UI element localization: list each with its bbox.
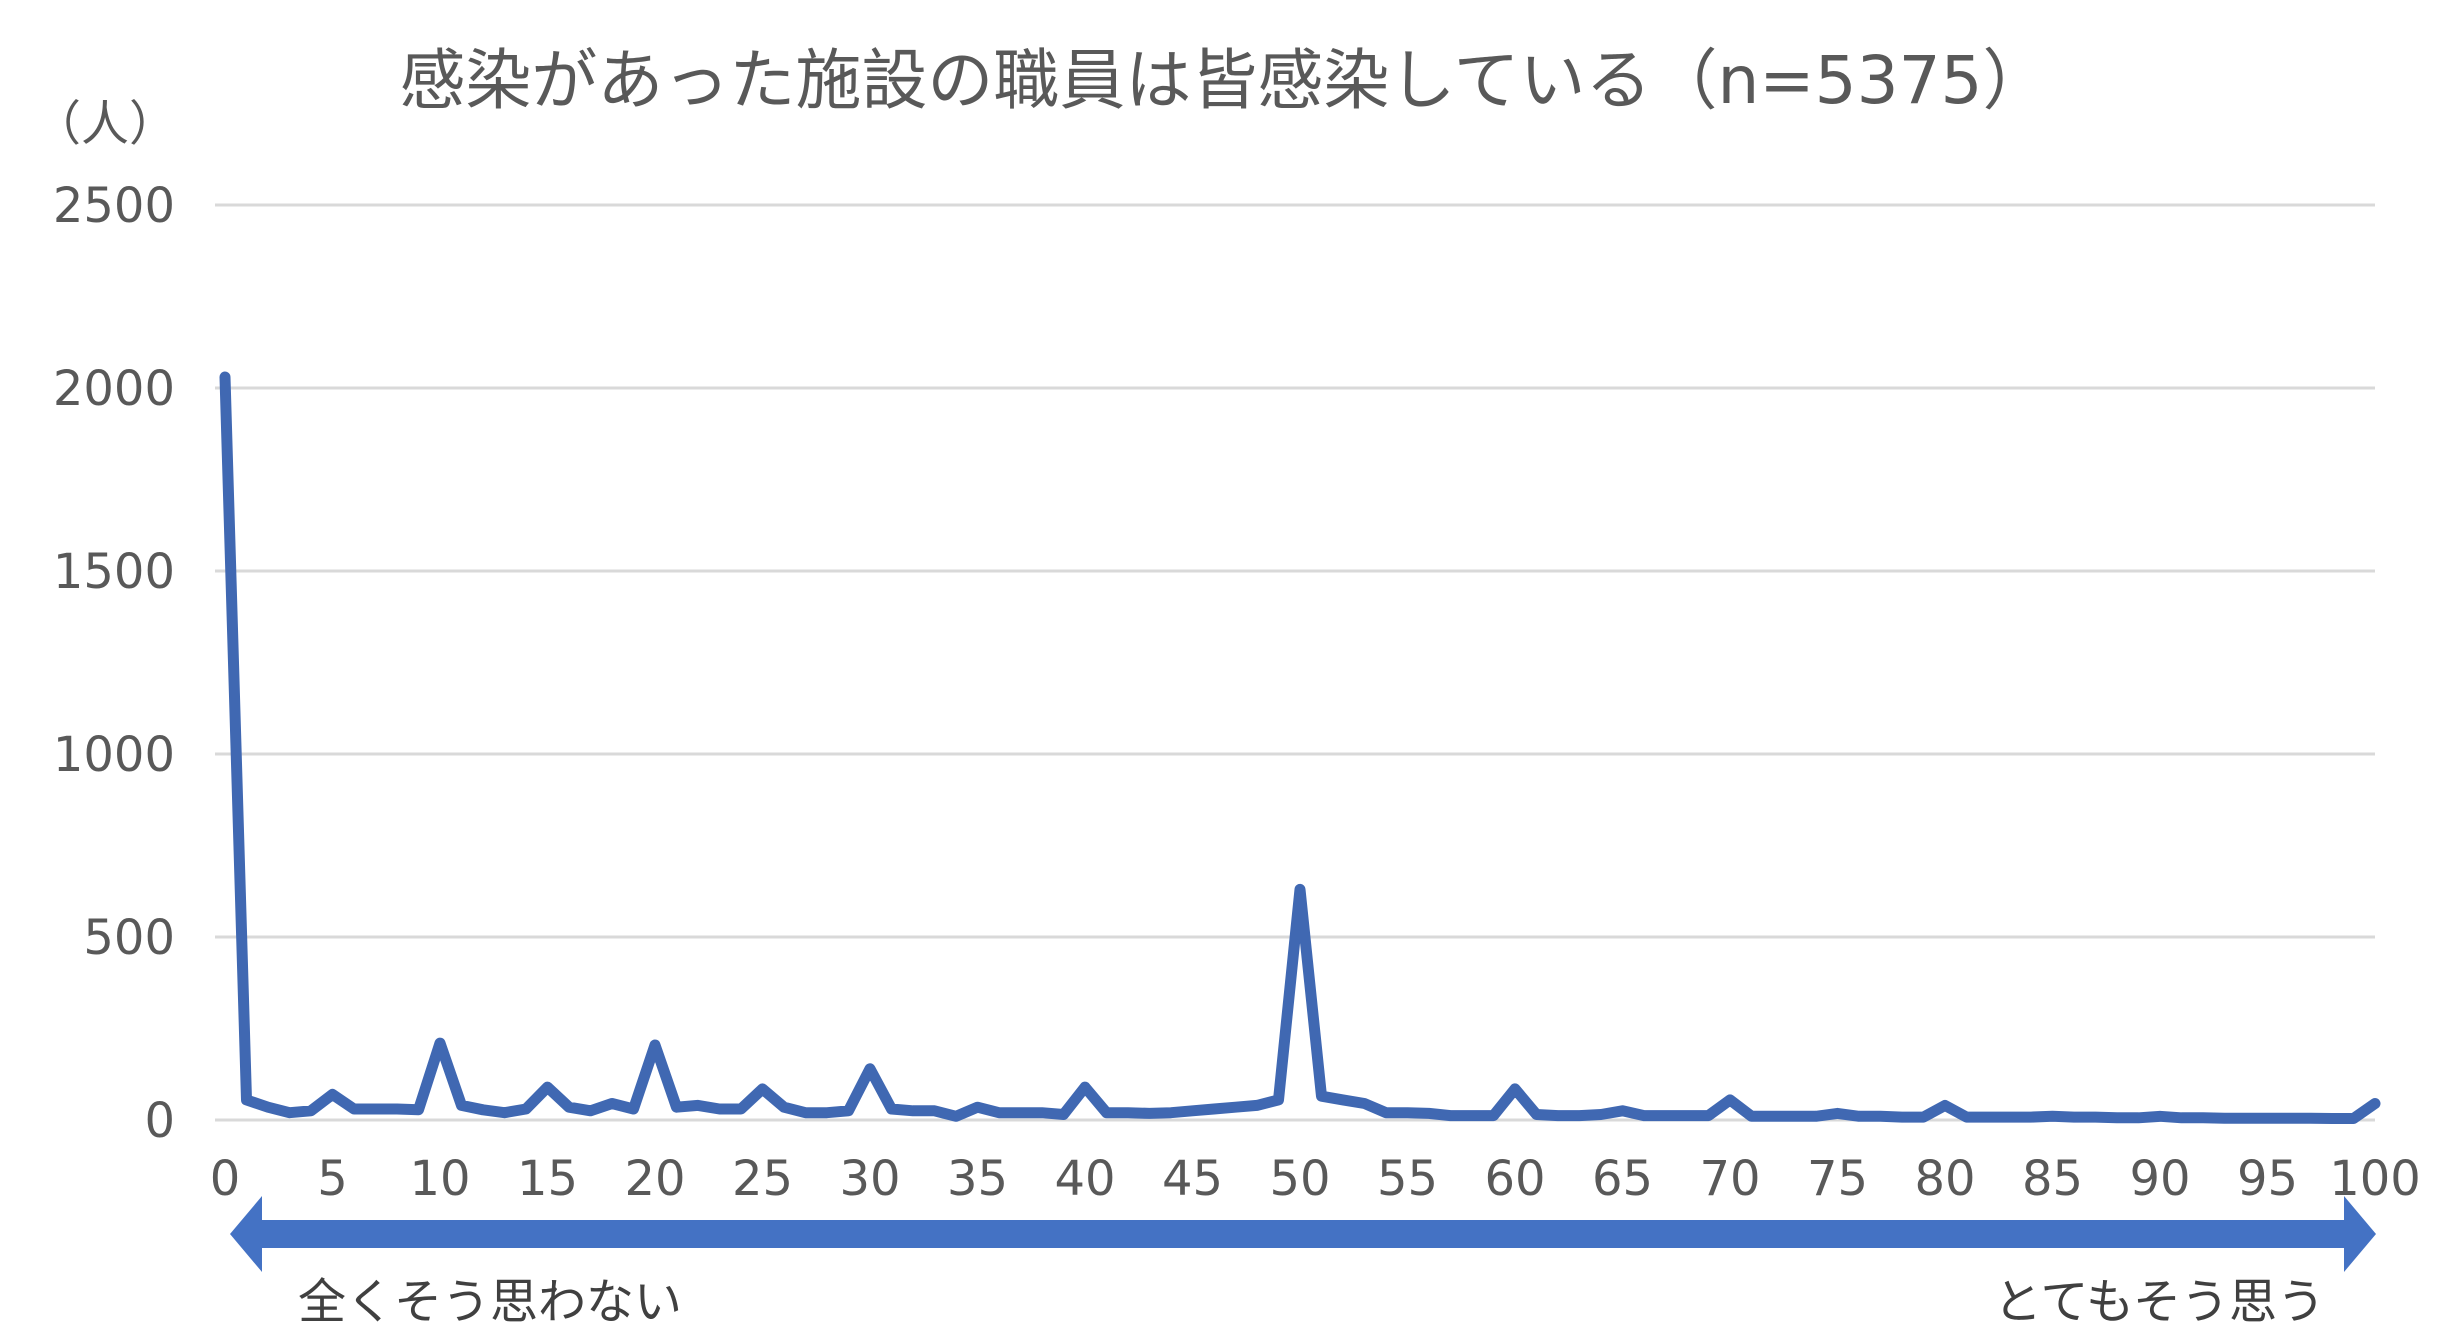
y-tick-label: 1500 (53, 544, 175, 600)
scale-arrow (230, 1196, 2376, 1272)
x-tick-label: 35 (947, 1151, 1008, 1207)
scale-arrow-shaft-right (1370, 1220, 2344, 1248)
x-tick-label: 90 (2129, 1151, 2190, 1207)
series-lines (219, 371, 2381, 1124)
chart-title: 感染があった施設の職員は皆感染している（n=5375） (399, 42, 2048, 119)
x-tick-label: 20 (624, 1151, 685, 1207)
y-tick-label: 0 (144, 1093, 175, 1149)
scale-arrow-shaft (262, 1220, 1370, 1248)
y-tick-label: 1000 (53, 727, 175, 783)
x-tick-label: 55 (1377, 1151, 1438, 1207)
x-tick-label: 75 (1807, 1151, 1868, 1207)
x-tick-label: 40 (1054, 1151, 1115, 1207)
x-axis-tick-labels: 0 5 10 15 20 25 30 35 40 45 50 55 60 65 70 75 80 85 90 95 10… (210, 1151, 2421, 1207)
y-tick-label: 2000 (53, 361, 175, 417)
scale-left-label: 全くそう思わない (298, 1274, 682, 1330)
x-tick-label: 50 (1269, 1151, 1330, 1207)
scale-arrow-left-head (230, 1196, 262, 1272)
x-tick-label: 60 (1484, 1151, 1545, 1207)
x-tick-label: 70 (1699, 1151, 1760, 1207)
x-tick-label: 100 (2329, 1151, 2421, 1207)
x-tick-label: 25 (732, 1151, 793, 1207)
y-axis-tick-labels: 0 500 1000 1500 2000 2500 (53, 178, 175, 1149)
scale-right-label: とてもそう思う (1994, 1274, 2325, 1330)
x-tick-label: 0 (210, 1151, 241, 1207)
x-tick-label: 80 (1914, 1151, 1975, 1207)
x-tick-label: 45 (1162, 1151, 1223, 1207)
x-tick-label: 10 (409, 1151, 470, 1207)
x-tick-label: 95 (2237, 1151, 2298, 1207)
y-tick-label: 500 (83, 910, 175, 966)
x-tick-label: 15 (517, 1151, 578, 1207)
y-axis-unit-label: （人） (33, 96, 177, 152)
x-tick-label: 5 (317, 1151, 348, 1207)
scale-arrow-right-head (2344, 1196, 2376, 1272)
x-tick-label: 65 (1592, 1151, 1653, 1207)
x-tick-label: 30 (839, 1151, 900, 1207)
x-tick-label: 85 (2022, 1151, 2083, 1207)
y-tick-label: 2500 (53, 178, 175, 234)
series-line (219, 371, 2381, 1124)
